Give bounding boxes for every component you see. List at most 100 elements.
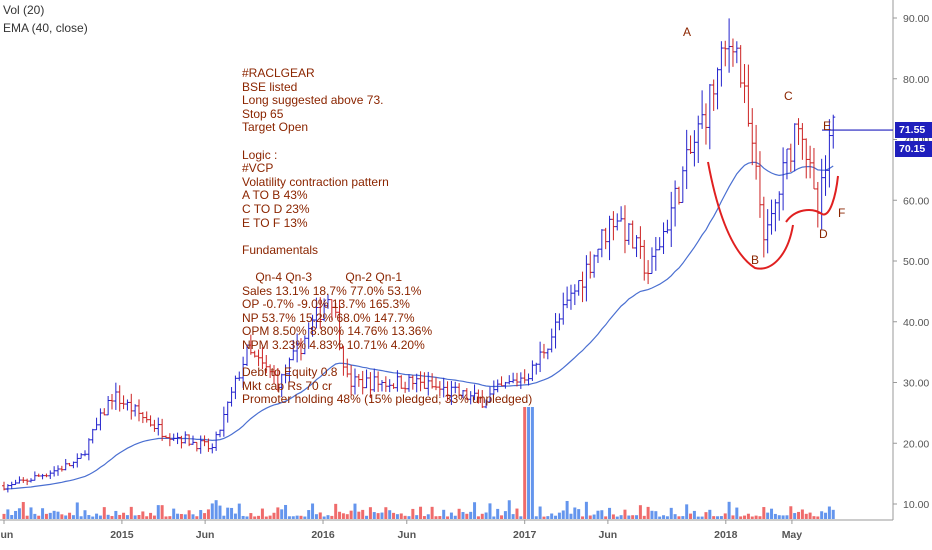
y-tick-label: 10.00: [903, 499, 929, 511]
volume-bar: [233, 513, 237, 519]
annotation-line: BSE listed: [242, 79, 298, 94]
volume-bar: [29, 507, 33, 519]
volume-bar: [314, 514, 318, 519]
volume-bar: [550, 513, 554, 519]
volume-bar: [345, 514, 349, 519]
annotation-line: Promoter holding 48% (15% pledged; 33% u…: [242, 392, 533, 407]
volume-bar: [122, 512, 126, 519]
volume-bar: [6, 509, 10, 519]
annotation-line: [242, 257, 532, 271]
volume-bar: [214, 500, 218, 519]
volume-bar: [673, 514, 677, 519]
x-tick-label: 2016: [311, 529, 335, 541]
volume-bar: [465, 513, 469, 519]
volume-bar: [523, 407, 527, 519]
volume-bar: [689, 513, 693, 519]
pattern-point-label: F: [838, 206, 845, 220]
volume-bar: [426, 514, 430, 519]
volume-bar: [71, 515, 75, 519]
volume-bar: [750, 516, 754, 519]
pattern-point-label: C: [784, 89, 793, 103]
volume-bar: [773, 513, 777, 519]
volume-bar: [712, 516, 716, 519]
y-tick-label: 60.00: [903, 195, 929, 207]
volume-bar: [226, 507, 230, 519]
volume-bar: [264, 516, 268, 519]
ema-indicator-label[interactable]: EMA (40, close): [3, 21, 88, 35]
volume-bar: [114, 510, 118, 519]
volume-bar: [25, 515, 29, 519]
volume-bar: [399, 513, 403, 519]
volume-bar: [600, 510, 604, 519]
pattern-point-label: A: [683, 25, 691, 39]
x-tick-label: Jun: [196, 529, 215, 541]
volume-bar: [565, 500, 569, 519]
volume-bar: [326, 515, 330, 519]
volume-bar: [627, 515, 631, 519]
volume-bar: [635, 515, 639, 519]
last-price-badge: 71.55: [895, 122, 932, 138]
volume-bar: [199, 510, 203, 519]
volume-bar: [723, 513, 727, 519]
annotation-line: [242, 352, 532, 366]
volume-bar: [457, 508, 461, 519]
annotation-line: NPM 3.23% 4.83% 10.71% 4.20%: [242, 337, 425, 352]
volume-bar: [318, 512, 322, 519]
volume-bar: [44, 513, 48, 519]
volume-indicator-label[interactable]: Vol (20): [3, 3, 45, 17]
volume-bar: [68, 512, 72, 519]
volume-bar: [422, 516, 426, 519]
volume-bar: [824, 512, 828, 519]
volume-bar: [203, 513, 207, 519]
volume-bar: [453, 515, 457, 519]
volume-bar: [41, 508, 45, 519]
volume-bar: [272, 512, 276, 519]
annotation-line: #RACLGEAR: [242, 66, 315, 80]
y-tick-label: 20.00: [903, 438, 929, 450]
volume-bar: [797, 511, 801, 519]
volume-bar: [218, 505, 222, 519]
y-tick-label: 30.00: [903, 378, 929, 390]
volume-bar: [191, 514, 195, 519]
volume-bar: [615, 516, 619, 519]
volume-bar: [561, 510, 565, 519]
volume-bar: [662, 515, 666, 519]
volume-bar: [480, 513, 484, 519]
x-tick-label: 2015: [110, 529, 134, 541]
volume-bar: [442, 509, 446, 519]
volume-bar: [415, 515, 419, 519]
volume-bar: [519, 516, 523, 519]
volume-bar: [338, 511, 342, 519]
volume-bar: [17, 508, 21, 519]
annotation-line: #VCP: [242, 161, 274, 176]
volume-bar: [330, 515, 334, 519]
volume-bar: [118, 514, 122, 519]
volume-bar: [827, 506, 831, 519]
volume-bar: [619, 515, 623, 519]
x-tick-label: May: [782, 529, 803, 541]
volume-bar: [276, 507, 280, 519]
annotation-line: Logic :: [242, 147, 278, 162]
volume-bar: [299, 515, 303, 519]
volume-bar: [129, 506, 133, 519]
x-tick-label: 2017: [513, 529, 537, 541]
volume-bar: [538, 506, 542, 519]
volume-bar: [449, 512, 453, 519]
volume-bar: [284, 504, 288, 519]
annotation-line: OP -0.7% -9.0% 13.7% 165.3%: [242, 297, 410, 312]
volume-bar: [237, 503, 241, 519]
volume-bar: [245, 516, 249, 519]
volume-bar: [257, 515, 261, 519]
pattern-point-label: B: [751, 253, 759, 267]
volume-bar: [384, 507, 388, 519]
volume-bar: [60, 514, 64, 519]
volume-bar: [64, 515, 68, 519]
volume-bar: [665, 516, 669, 519]
x-tick-label: Jun: [599, 529, 618, 541]
volume-bar: [253, 516, 257, 519]
annotation-line: OPM 8.50% 8.80% 14.76% 13.36%: [242, 324, 433, 339]
volume-bar: [793, 513, 797, 519]
volume-bar: [179, 513, 183, 519]
volume-bar: [777, 515, 781, 519]
